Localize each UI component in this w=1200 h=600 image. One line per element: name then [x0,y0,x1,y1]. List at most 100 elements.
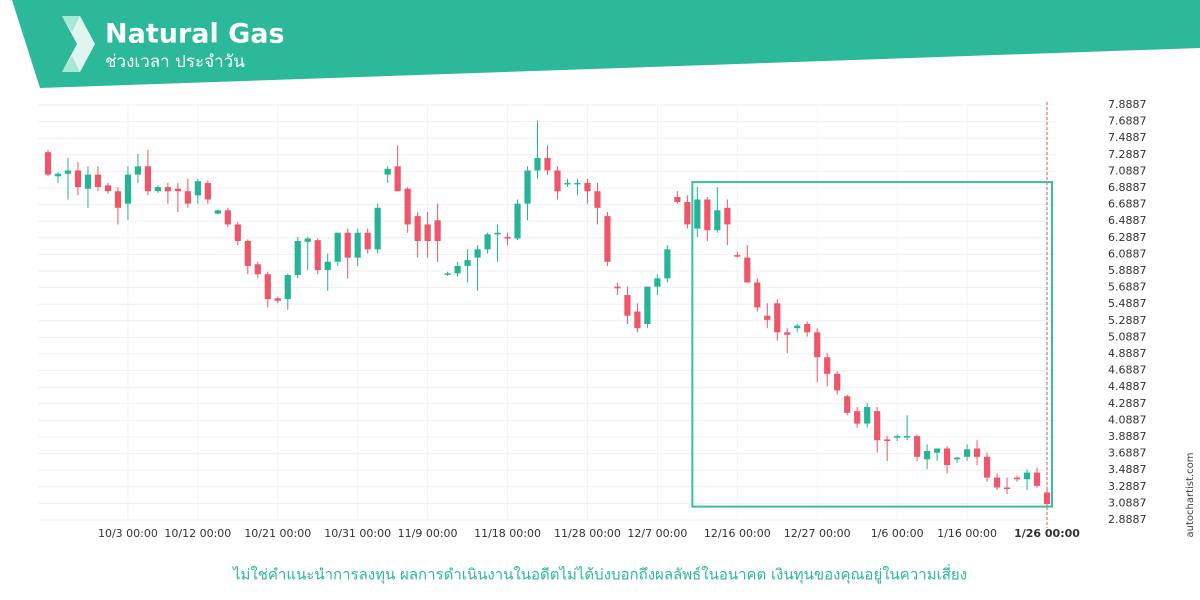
candle-body [634,311,641,329]
y-tick-label: 4.6887 [1108,364,1147,377]
candle-body [424,224,431,242]
candle-body [604,216,611,262]
candle-body [754,282,761,308]
candle-body [404,188,411,225]
candle-body [1033,472,1041,486]
y-tick-label: 4.0887 [1108,413,1147,426]
y-tick-label: 7.4887 [1108,131,1147,144]
candle-body [224,210,231,225]
candle-body [474,249,481,258]
candle-body [953,457,961,460]
candle-body [144,166,151,192]
candle-body [684,202,691,225]
candle-body [104,185,112,192]
candle-body [1013,477,1021,480]
candle-body [554,170,561,192]
candle-body [1023,472,1031,480]
candle-body [963,449,971,457]
candle-body [544,158,551,171]
candle-body [294,241,301,276]
y-tick-label: 6.8887 [1108,181,1147,194]
candle-body [444,273,451,275]
candle-body [814,332,821,358]
candle-body [644,286,651,325]
x-tick-label: 10/21 00:00 [244,527,311,540]
pattern-box [691,181,1053,508]
candle-body [134,166,142,175]
y-tick-label: 3.2887 [1108,480,1147,493]
y-tick-label: 5.4887 [1108,297,1147,310]
x-tick-label: 1/16 00:00 [937,527,997,540]
candle-body [74,170,82,188]
candle-body [993,477,1001,488]
candle-body [234,224,241,242]
candle-body [894,436,901,438]
candle-body [304,238,311,242]
candle-body [664,249,671,279]
candle-body [914,436,921,457]
header-band [12,0,1200,88]
candle-body [744,257,751,283]
candle-body [44,152,52,175]
y-tick-label: 3.8887 [1108,430,1147,443]
y-tick-label: 3.4887 [1108,463,1147,476]
candle-body [624,294,631,316]
candle-body [214,210,221,214]
candle-body [454,265,461,274]
y-tick-label: 4.4887 [1108,380,1147,393]
candle-body [244,241,251,266]
candle-body [484,234,491,250]
y-tick-label: 3.0887 [1108,496,1147,509]
candle-body [314,240,321,271]
grid [38,104,1055,521]
candle-body [874,411,881,441]
candle-body [524,170,531,204]
candle-body [584,182,591,192]
y-tick-label: 5.0887 [1108,330,1147,343]
candle-body [54,173,62,177]
x-tick-label: 10/3 00:00 [98,527,158,540]
candle-body [394,166,401,192]
watermark: autochartist.com [1185,453,1196,538]
y-tick-label: 7.2887 [1108,148,1147,161]
candle-body [864,407,871,424]
candle-body [354,232,361,258]
candle-body [194,181,201,196]
candle-body [114,191,122,208]
candle-body [844,396,851,413]
candle-body [94,174,102,188]
x-tick-label: 12/16 00:00 [704,527,771,540]
candle-body [534,158,541,171]
y-tick-label: 6.4887 [1108,214,1147,227]
candle-body [564,182,571,185]
candle-body [84,174,92,189]
candle-body [464,260,471,266]
candle-body [834,373,841,391]
candle-body [934,448,941,453]
candle-body [704,199,711,231]
candle-body [854,411,861,424]
candle-body [674,197,681,203]
candle-body [384,168,391,175]
candle-body [724,207,731,225]
x-tick-label: 11/28 00:00 [554,527,621,540]
candle-body [904,436,911,438]
candle-body [884,439,891,442]
candle-body [204,182,211,200]
y-tick-label: 6.2887 [1108,231,1147,244]
candle-body [324,261,331,271]
candle-body [64,170,72,174]
y-tick-label: 3.6887 [1108,447,1147,460]
y-tick-label: 7.6887 [1108,115,1147,128]
candle-body [983,456,991,478]
candle-body [784,332,791,335]
candle-body [264,274,271,300]
candle-body [594,191,601,208]
candle-body [254,264,261,275]
y-tick-label: 7.0887 [1108,164,1147,177]
candle-body [804,324,811,333]
candle-body [374,207,381,250]
x-tick-label: 10/31 00:00 [324,527,391,540]
